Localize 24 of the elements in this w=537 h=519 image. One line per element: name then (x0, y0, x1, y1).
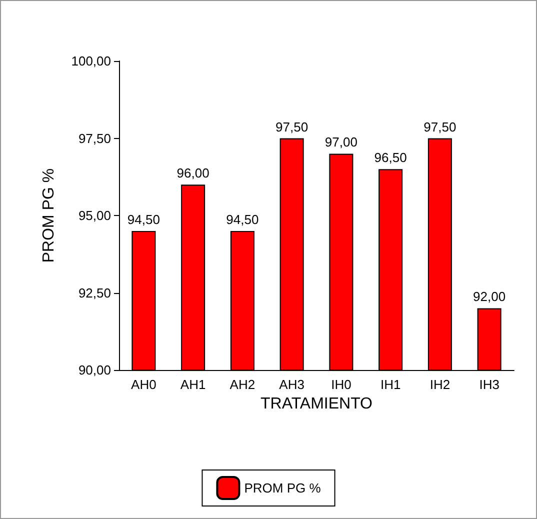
x-tick-label: IH3 (479, 377, 500, 392)
y-tick-label: 100,00 (71, 54, 111, 68)
data-label: 97,50 (276, 119, 308, 134)
x-tick-label: AH0 (131, 377, 156, 392)
data-label: 97,00 (324, 134, 358, 150)
y-tick-label: 97,50 (78, 130, 111, 146)
data-label: 96,00 (176, 166, 210, 181)
data-label: 96,50 (374, 150, 407, 166)
x-tick-label: AH2 (230, 377, 256, 392)
data-label: 92,00 (473, 289, 506, 304)
data-label: 94,50 (226, 212, 259, 227)
data-label: 97,50 (424, 119, 456, 134)
y-tick-label: 95,00 (78, 208, 111, 223)
x-tick-label: AH1 (180, 377, 206, 392)
data-label: 94,50 (127, 212, 160, 227)
y-tick-label: 90,00 (78, 362, 111, 378)
x-tick-label: AH3 (279, 377, 304, 392)
x-tick-label: IH2 (430, 377, 450, 392)
legend-label: PROM PG % (244, 480, 322, 496)
x-axis-title: TRATAMIENTO (260, 396, 372, 412)
y-axis-title: PROM PG % (40, 168, 58, 263)
x-tick-label: IH1 (380, 377, 401, 392)
x-tick-label: IH0 (331, 377, 352, 392)
y-tick-label: 92,50 (78, 285, 111, 300)
